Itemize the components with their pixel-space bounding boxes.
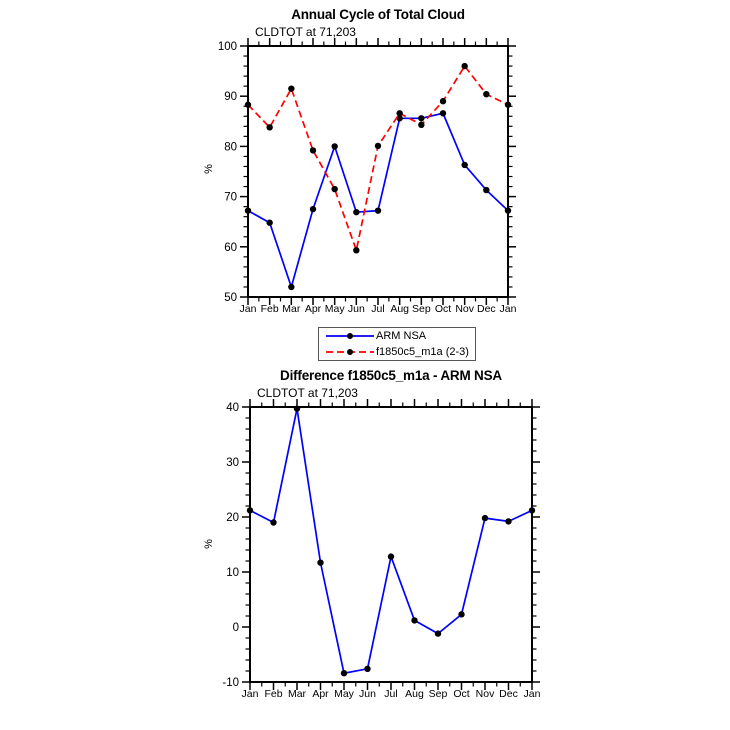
data-point-marker <box>293 405 301 412</box>
legend-sample-dashed-line <box>326 349 374 355</box>
data-point-marker <box>481 514 489 522</box>
legend-item-f1850c5-m1a: f1850c5_m1a (2-3) <box>325 344 475 360</box>
data-point-marker <box>374 142 382 150</box>
y-tick-label: 60 <box>224 242 237 254</box>
data-point-marker <box>374 207 382 214</box>
data-point-marker <box>309 147 317 154</box>
x-tick-label: Mar <box>288 688 307 700</box>
data-point-marker <box>461 62 468 70</box>
data-point-marker <box>458 611 465 618</box>
x-tick-label: Apr <box>312 688 329 700</box>
data-point-marker <box>461 161 468 169</box>
x-tick-label: Aug <box>405 688 424 700</box>
x-tick-label: Sep <box>412 303 431 315</box>
y-tick-label: 70 <box>224 192 237 204</box>
data-point-marker <box>483 90 490 98</box>
x-tick-label: May <box>325 303 346 315</box>
data-point-marker <box>288 85 295 92</box>
data-point-marker <box>418 121 425 129</box>
y-tick-label: 30 <box>226 457 239 469</box>
data-point-marker <box>504 207 512 214</box>
data-point-marker <box>331 185 338 193</box>
data-point-marker <box>439 98 447 105</box>
chart1-axes-and-series: 50 60 70 80 90 100 Jan Feb Mar Apr May Jun Jul Aug Sep… <box>218 38 517 315</box>
x-tick-label: Apr <box>305 303 322 315</box>
y-tick-label: 90 <box>224 91 237 103</box>
chart1-series-line-arm-nsa <box>247 112 509 290</box>
x-tick-label: Dec <box>499 688 518 700</box>
legend-label-f1850c5-m1a: f1850c5_m1a (2-3) <box>376 346 469 358</box>
y-tick-label: 20 <box>226 512 239 524</box>
chart1-series-line-f1850c5-m1a-2-3- <box>247 64 509 254</box>
x-tick-label: Oct <box>453 688 469 700</box>
y-tick-label: 0 <box>233 622 239 634</box>
x-tick-label: Jun <box>348 303 365 315</box>
data-point-marker <box>288 283 295 291</box>
data-point-marker <box>505 518 512 525</box>
x-tick-label: Jan <box>500 303 517 315</box>
chart2-axes-and-series: -10 0 10 20 30 40 Jan Feb Mar Apr May Jun Jul Aug Sep O… <box>222 399 541 700</box>
chart2-title: Difference f1850c5_m1a - ARM NSA <box>280 368 502 383</box>
data-point-marker <box>504 101 512 108</box>
data-point-marker <box>353 208 360 216</box>
data-point-marker <box>418 115 425 122</box>
data-point-marker <box>317 559 324 566</box>
legend-box: ARM NSA f1850c5_m1a (2-3) <box>318 327 476 361</box>
x-tick-label: Feb <box>261 303 279 315</box>
x-tick-label: Aug <box>390 303 409 315</box>
y-tick-label: 10 <box>226 567 239 579</box>
x-tick-label: Jan <box>240 303 257 315</box>
data-point-marker <box>483 186 490 194</box>
data-point-marker <box>266 124 273 131</box>
x-tick-label: Jul <box>384 688 397 700</box>
x-tick-label: Jun <box>359 688 376 700</box>
x-tick-label: Nov <box>476 688 495 700</box>
x-tick-label: May <box>334 688 355 700</box>
data-point-marker <box>309 205 317 213</box>
data-point-marker <box>411 617 418 624</box>
chart1-subtitle: CLDTOT at 71,203 <box>255 25 356 39</box>
chart2-subtitle: CLDTOT at 71,203 <box>257 386 358 400</box>
data-point-marker <box>396 110 403 117</box>
y-tick-label: 100 <box>218 41 237 53</box>
legend-label-arm-nsa: ARM NSA <box>376 330 427 342</box>
data-point-marker <box>246 507 254 514</box>
data-point-marker <box>244 207 252 214</box>
data-point-marker <box>364 665 371 672</box>
data-point-marker <box>439 110 447 117</box>
y-tick-label: 40 <box>226 402 239 414</box>
data-point-marker <box>387 553 395 560</box>
data-point-marker <box>396 115 403 122</box>
x-tick-label: Sep <box>429 688 448 700</box>
x-tick-label: Mar <box>282 303 301 315</box>
chart1-title: Annual Cycle of Total Cloud <box>291 7 465 22</box>
x-tick-label: Jan <box>242 688 259 700</box>
data-point-marker <box>353 247 360 254</box>
x-tick-label: Jul <box>371 303 384 315</box>
y-tick-label: 50 <box>224 292 237 304</box>
data-point-marker <box>528 507 536 514</box>
data-point-marker <box>266 219 273 226</box>
legend-item-arm-nsa: ARM NSA <box>325 328 475 344</box>
chart1-frame <box>247 45 509 298</box>
x-tick-label: Nov <box>455 303 474 315</box>
data-point-marker <box>340 670 348 677</box>
data-point-marker <box>331 143 338 150</box>
y-tick-label: -10 <box>222 677 239 689</box>
x-tick-label: Dec <box>477 303 496 315</box>
y-tick-label: 80 <box>224 141 237 153</box>
data-point-marker <box>270 519 277 526</box>
data-point-marker <box>244 101 252 108</box>
data-point-marker <box>434 630 442 637</box>
x-tick-label: Oct <box>435 303 451 315</box>
chart2-frame <box>249 406 533 683</box>
chart2-series-line-difference <box>249 408 533 675</box>
legend-sample-solid-line <box>326 333 374 339</box>
x-tick-label: Jan <box>524 688 541 700</box>
x-tick-label: Feb <box>264 688 282 700</box>
